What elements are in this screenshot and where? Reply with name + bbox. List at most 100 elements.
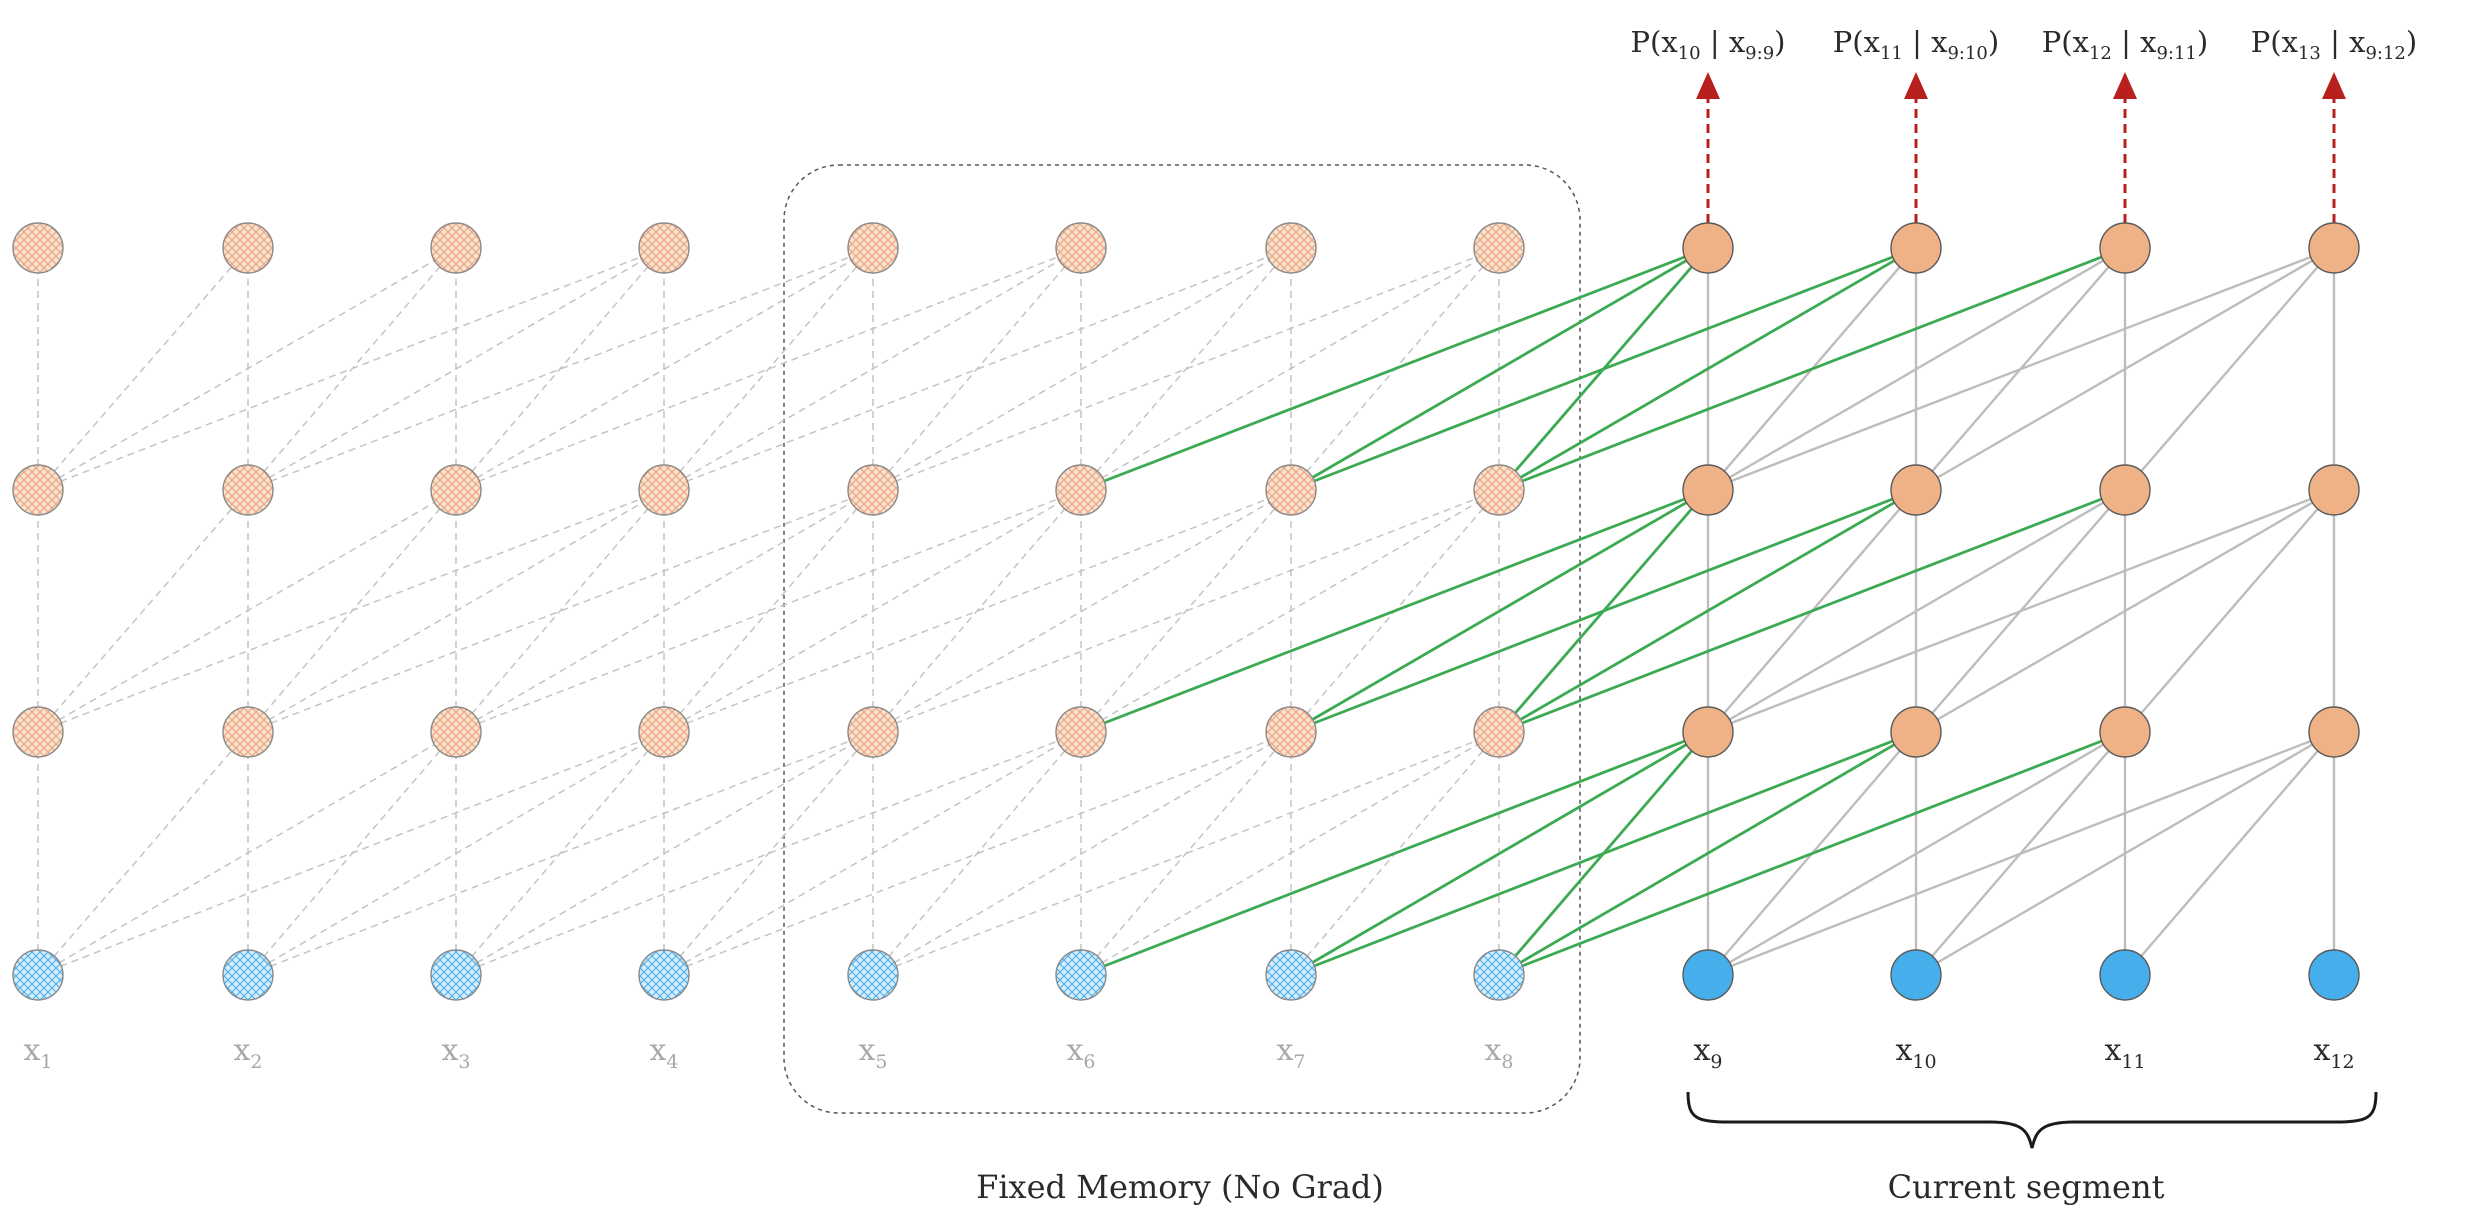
segment-edge: [1707, 246, 2335, 492]
memory-edge: [37, 731, 249, 976]
memory-hidden-node: [222, 464, 274, 516]
token-label: x9: [1693, 1033, 1722, 1073]
token-label: x3: [441, 1033, 470, 1073]
memory-caption: Fixed Memory (No Grad): [976, 1168, 1384, 1206]
hidden-node: [2308, 464, 2360, 516]
memory-input-node: [1265, 949, 1317, 1001]
memory-edge: [247, 731, 874, 976]
token-label: x2: [233, 1033, 262, 1073]
memory-edge: [663, 247, 874, 491]
memory-attention-edge: [1290, 488, 1917, 734]
memory-edge: [663, 489, 1292, 733]
memory-input-node: [222, 949, 274, 1001]
memory-hidden-node: [1265, 222, 1317, 274]
input-node: [1682, 949, 1734, 1001]
memory-edge: [37, 247, 249, 491]
token-label: x12: [2313, 1033, 2354, 1073]
memory-attention-edge: [1498, 730, 1917, 977]
hidden-node: [1682, 464, 1734, 516]
memory-hidden-node: [430, 222, 482, 274]
memory-edge: [247, 489, 874, 733]
token-label: x5: [858, 1033, 887, 1073]
memory-edge: [37, 731, 457, 976]
memory-edge: [1080, 247, 1292, 491]
memory-edge: [663, 489, 874, 733]
token-label: x11: [2104, 1033, 2145, 1073]
input-node: [2099, 949, 2151, 1001]
memory-attention-edge: [1080, 730, 1709, 977]
memory-hidden-node: [1055, 706, 1107, 758]
memory-hidden-node: [12, 222, 64, 274]
memory-hidden-node: [638, 222, 690, 274]
memory-edge: [37, 489, 457, 733]
memory-edge: [455, 731, 1082, 976]
memory-hidden-node: [222, 706, 274, 758]
memory-hidden-node: [847, 222, 899, 274]
memory-edge: [1080, 247, 1500, 491]
memory-edge: [37, 731, 665, 976]
memory-edge: [455, 489, 665, 733]
hidden-node: [2099, 464, 2151, 516]
memory-hidden-node: [638, 706, 690, 758]
input-node: [1890, 949, 1942, 1001]
memory-edge: [37, 489, 249, 733]
memory-attention-edge: [1498, 730, 2126, 977]
token-labels: x1 x2 x3 x4 x5 x6 x7 x8 x9 x10 x11 x12: [23, 1033, 2354, 1073]
memory-hidden-node: [1265, 464, 1317, 516]
hidden-node: [2099, 222, 2151, 274]
memory-edge: [872, 247, 1500, 491]
memory-hidden-node: [430, 464, 482, 516]
memory-input-node: [847, 949, 899, 1001]
segment-edge: [1915, 488, 2335, 734]
memory-hidden-node: [1473, 706, 1525, 758]
memory-input-node: [1055, 949, 1107, 1001]
memory-edge: [37, 489, 665, 733]
probability-label: P(x11 | x9:10): [1833, 25, 1999, 64]
memory-edge: [455, 731, 665, 976]
hidden-node: [1890, 706, 1942, 758]
memory-hidden-node: [1473, 222, 1525, 274]
hidden-node: [1890, 222, 1942, 274]
hidden-node: [2308, 222, 2360, 274]
memory-edge: [455, 247, 874, 491]
memory-edge: [1080, 731, 1500, 976]
memory-attention-edges: [1080, 246, 2126, 977]
token-label: x1: [23, 1033, 52, 1073]
memory-edge: [872, 731, 1292, 976]
memory-edge: [872, 489, 1082, 733]
memory-hidden-node: [1473, 464, 1525, 516]
memory-edge: [37, 247, 665, 491]
memory-edge: [872, 489, 1292, 733]
memory-edge: [247, 247, 874, 491]
memory-attention-edge: [1290, 246, 1917, 492]
segment-edge: [1707, 730, 2126, 977]
memory-edge: [455, 247, 1082, 491]
memory-input-node: [12, 949, 64, 1001]
memory-edge: [872, 731, 1082, 976]
memory-edge: [663, 731, 1082, 976]
segment-edge: [1707, 246, 2126, 492]
memory-attention-edge: [1290, 730, 1917, 977]
hidden-node: [1682, 222, 1734, 274]
token-label: x6: [1066, 1033, 1095, 1073]
segment-edge: [2124, 731, 2335, 976]
memory-edges: [37, 247, 1500, 976]
memory-edge: [455, 731, 874, 976]
output-arrows: P(x10 | x9:9) P(x11 | x9:10) P(x12 | x9:11…: [1631, 25, 2417, 223]
memory-edge: [872, 731, 1500, 976]
token-label: x4: [649, 1033, 678, 1073]
memory-input-node: [430, 949, 482, 1001]
memory-edge: [872, 247, 1082, 491]
memory-edge: [663, 731, 874, 976]
memory-hidden-node: [12, 706, 64, 758]
nodes: [12, 222, 2360, 1001]
memory-edge: [1080, 489, 1292, 733]
hidden-node: [2308, 706, 2360, 758]
memory-attention-edge: [1498, 246, 2126, 492]
memory-edge: [455, 489, 1082, 733]
segment-edge: [2124, 489, 2335, 733]
memory-attention-edge: [1290, 488, 1709, 734]
segment-caption: Current segment: [1888, 1168, 2165, 1206]
